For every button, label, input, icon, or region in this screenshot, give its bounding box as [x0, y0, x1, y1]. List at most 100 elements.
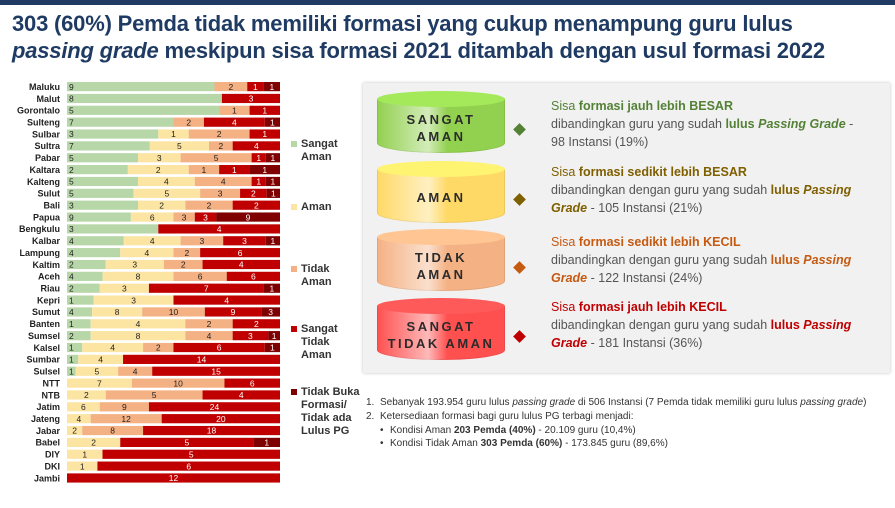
y-tick-label: Papua	[33, 212, 61, 222]
legend-label-line: Aman	[301, 349, 332, 361]
description-line: dibandingkan dengan guru yang sudah lulu…	[551, 181, 886, 199]
data-label: 8	[136, 331, 141, 341]
data-label: 4	[69, 307, 74, 317]
data-label: 9	[69, 212, 74, 222]
category-description: Sisa formasi sedikit lebih BESAR dibandin…	[551, 163, 886, 217]
data-label: 2	[69, 283, 74, 293]
y-tick-label: Sulbar	[32, 129, 61, 139]
desc-text: dibandingkan dengan guru yang sudah	[551, 183, 771, 197]
bar-segment	[188, 165, 220, 175]
desc-text: Sisa	[551, 99, 579, 113]
desc-bold: lulus	[770, 253, 804, 267]
category-panel: SANGAT AMAN Sisa formasi jauh lebih BESAR d…	[363, 83, 890, 373]
bar-segment	[67, 425, 83, 436]
cylinder-body	[377, 99, 505, 153]
data-label: 1	[271, 236, 276, 246]
bar-segment	[67, 378, 132, 388]
bar-segment	[67, 176, 138, 187]
bar-segment	[82, 425, 144, 436]
data-label: 1	[69, 295, 74, 305]
bar-segment	[268, 331, 280, 341]
data-label: 1	[264, 438, 269, 448]
bar-segment	[173, 271, 227, 281]
bar-segment	[203, 117, 265, 127]
bar-segment	[219, 105, 250, 115]
cylinder-label-line: AMAN	[416, 129, 466, 144]
desc-bold-italic: Passing Grade	[758, 117, 846, 131]
bar-segment	[67, 200, 138, 210]
bar-segment	[105, 259, 164, 270]
bar-segment	[247, 82, 264, 92]
bar-segment	[265, 236, 280, 246]
legend-label-line: Aman	[301, 151, 332, 163]
data-label: 8	[110, 426, 115, 436]
data-label: 18	[207, 426, 217, 436]
data-label: 4	[239, 260, 244, 270]
category-description: Sisa formasi jauh lebih KECIL dibandingka…	[551, 298, 886, 352]
data-label: 1	[69, 343, 74, 353]
y-tick-label: Sulsel	[33, 367, 60, 377]
desc-bold: formasi sedikit lebih KECIL	[578, 235, 741, 249]
legend-label-line: Lulus PG	[301, 425, 350, 437]
y-tick-label: Kaltara	[29, 165, 61, 175]
description-line: Sisa formasi jauh lebih KECIL	[551, 298, 886, 316]
y-tick-label: Kaltim	[32, 260, 60, 270]
bullet-diamond-icon	[513, 123, 526, 136]
bar-segment	[185, 200, 233, 210]
bar-segment	[90, 331, 186, 341]
legend-label: Tidak Aman	[301, 263, 332, 289]
data-label: 6	[238, 248, 243, 258]
y-tick-label: Gorontalo	[17, 106, 60, 116]
data-label: 2	[218, 141, 223, 151]
note-bullet-tidak-aman: Kondisi Tidak Aman 303 Pemda (60%) - 173…	[366, 438, 886, 450]
bar-segment	[67, 414, 91, 424]
bar-segment	[161, 414, 280, 424]
data-label: 3	[218, 189, 223, 199]
legend-label-line: Tidak	[301, 336, 330, 348]
data-label: 5	[69, 153, 74, 163]
desc-text: Sisa	[551, 165, 579, 179]
bar-segment	[251, 153, 266, 163]
bar-segment	[67, 437, 121, 447]
y-tick-label: Banten	[29, 319, 60, 329]
bar-segment	[102, 271, 174, 281]
bar-segment	[67, 307, 93, 317]
data-label: 4	[98, 355, 103, 365]
data-label: 4	[232, 117, 237, 127]
legend-label: Tidak Buka Formasi/Tidak ada Lulus PG	[301, 386, 360, 438]
data-label: 8	[115, 307, 120, 317]
data-label: 2	[254, 200, 259, 210]
bar-segment	[221, 93, 280, 104]
bar-segment	[127, 165, 189, 175]
y-tick-label: Malut	[37, 94, 61, 104]
desc-text: - 122 Instansi (24%)	[587, 271, 703, 285]
data-label: 2	[91, 438, 96, 448]
data-label: 20	[216, 414, 226, 424]
legend-swatch	[291, 326, 297, 332]
bar-segment	[149, 141, 209, 151]
data-label: 3	[242, 236, 247, 246]
data-label: 3	[69, 200, 74, 210]
data-label: 1	[271, 177, 276, 187]
data-label: 2	[72, 426, 77, 436]
desc-bold: lulus	[770, 318, 804, 332]
y-tick-label: Sumbar	[26, 355, 60, 365]
bar-segment	[251, 176, 266, 187]
legend-label-line: Formasi/	[301, 399, 347, 411]
cylinder-top	[377, 161, 505, 177]
top-accent-bar	[0, 0, 895, 5]
desc-text: - 181 Instansi (36%)	[587, 336, 703, 350]
bar-segment	[202, 259, 280, 270]
y-tick-label: Riau	[40, 284, 60, 294]
data-label: 1	[256, 177, 261, 187]
data-label: 5	[152, 390, 157, 400]
bar-segment	[102, 449, 280, 459]
data-label: 3	[249, 94, 254, 104]
data-label: 3	[182, 212, 187, 222]
bar-segment	[152, 366, 280, 376]
desc-text: - 105 Instansi (21%)	[587, 201, 703, 215]
bar-segment	[180, 236, 224, 246]
cylinder-top	[377, 91, 505, 107]
bar-segment	[214, 82, 248, 92]
category-cylinder: SANGAT AMAN	[377, 91, 505, 161]
